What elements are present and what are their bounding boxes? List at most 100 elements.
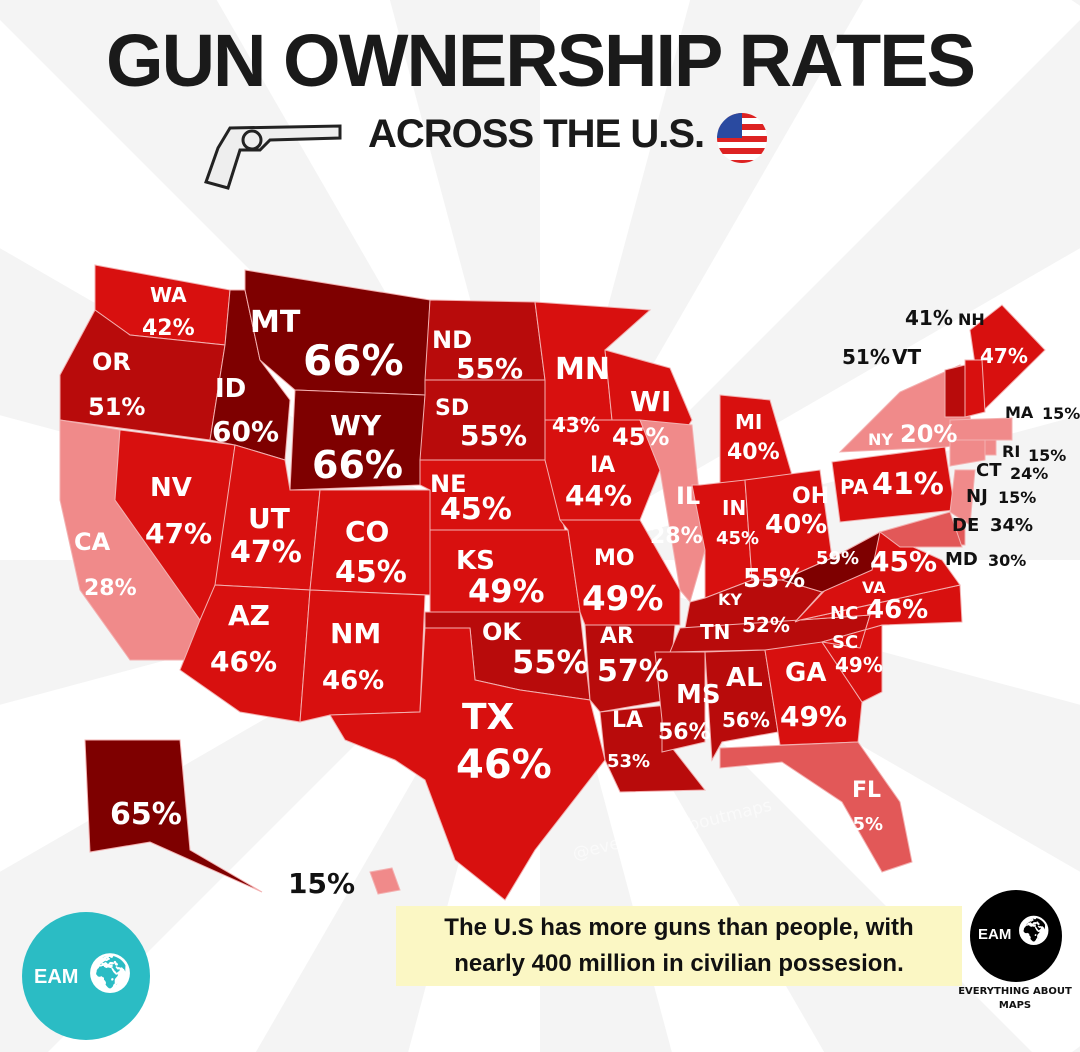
state-abbr: OK: [482, 618, 521, 646]
state-abbr: LA: [612, 708, 644, 733]
state-abbr: VA: [862, 578, 886, 597]
background-ray: [540, 0, 691, 560]
state-abbr: NE: [430, 470, 467, 498]
state-percentage: 47%: [145, 517, 213, 550]
state-percentage: 28%: [84, 576, 137, 601]
state-md: [878, 511, 963, 548]
state-abbr: ID: [215, 374, 247, 404]
state-abbr: KS: [456, 546, 495, 576]
state-abbr: NJ: [966, 486, 988, 507]
state-percentage: 34%: [990, 515, 1034, 536]
state-percentage: 15%: [1042, 404, 1080, 423]
eam-logo-text: EAM: [978, 926, 1012, 943]
state-percentage: 24%: [1010, 464, 1049, 483]
note-line-2: nearly 400 million in civilian possesion…: [454, 950, 904, 977]
state-abbr: VT: [892, 345, 922, 369]
state-abbr: TN: [700, 620, 731, 644]
state-percentage: 59%: [816, 548, 860, 569]
state-percentage: 15%: [998, 488, 1037, 507]
state-abbr: AZ: [228, 599, 270, 632]
state-percentage: 45%: [870, 545, 938, 578]
state-percentage: 66%: [303, 336, 404, 385]
state-abbr: MO: [594, 546, 635, 571]
state-percentage: 28%: [650, 524, 703, 549]
state-abbr: UT: [248, 502, 290, 535]
state-abbr: OH: [792, 484, 830, 509]
revolver-icon: [204, 124, 342, 190]
us-flag-icon: [717, 113, 767, 163]
info-note: The U.S has more guns than people, with …: [396, 906, 962, 986]
state-abbr: CA: [74, 528, 111, 556]
state-nj: [949, 469, 976, 526]
state-abbr: MI: [735, 410, 763, 434]
state-abbr: RI: [1002, 442, 1021, 461]
state-abbr: SD: [435, 396, 470, 421]
note-line-1: The U.S has more guns than people, with: [444, 914, 914, 941]
state-percentage: 49%: [582, 579, 664, 619]
state-percentage: 40%: [765, 510, 828, 540]
state-abbr: SC: [832, 632, 859, 653]
state-percentage: 46%: [322, 666, 385, 696]
state-abbr: AL: [726, 663, 763, 693]
state-abbr: NV: [150, 473, 192, 503]
state-fl: [719, 741, 913, 873]
state-wv: [780, 531, 881, 593]
state-percentage: 55%: [743, 564, 806, 594]
state-percentage: 15%: [1028, 446, 1067, 465]
brand-line-1: EVERYTHING ABOUT: [958, 986, 1072, 997]
state-nm: [299, 589, 426, 723]
state-abbr: NY: [868, 430, 893, 449]
state-abbr: MT: [250, 305, 301, 340]
state-percentage: 49%: [780, 700, 848, 733]
state-percentage: 47%: [230, 535, 302, 570]
state-abbr: WA: [150, 283, 187, 307]
state-percentage: 52%: [742, 613, 790, 637]
state-percentage: 45%: [440, 492, 512, 527]
state-nc: [799, 584, 963, 649]
page-subtitle: ACROSS THE U.S.: [368, 112, 705, 156]
state-percentage: 53%: [607, 751, 651, 772]
state-abbr: IL: [676, 482, 701, 510]
state-percentage: 44%: [565, 479, 633, 512]
state-ct: [949, 439, 986, 467]
state-percentage: 30%: [988, 551, 1027, 570]
state-abbr: MD: [945, 549, 978, 570]
state-abbr: IN: [722, 496, 747, 520]
state-al: [704, 649, 779, 762]
eam-logo-teal: EAM 🌍︎: [22, 912, 150, 1040]
state-percentage: 65%: [110, 797, 182, 832]
state-abbr: IA: [590, 453, 616, 478]
state-percentage: 35%: [840, 814, 884, 835]
state-percentage: 56%: [722, 708, 770, 732]
state-percentage: 66%: [312, 443, 403, 487]
state-vt: [944, 364, 966, 418]
state-ar: [584, 624, 676, 713]
state-percentage: 45%: [612, 423, 670, 451]
state-percentage: 45%: [716, 528, 760, 549]
state-abbr: DE: [952, 515, 980, 536]
state-abbr: MN: [555, 352, 610, 387]
state-abbr: GA: [785, 658, 827, 688]
state-abbr: FL: [852, 778, 882, 803]
state-abbr: AR: [600, 624, 634, 649]
state-ri: [984, 439, 997, 456]
state-percentage: 46%: [456, 742, 552, 788]
state-abbr: PA: [840, 475, 869, 499]
state-abbr: MA: [1005, 403, 1034, 422]
state-percentage: 41%: [905, 306, 953, 330]
state-percentage: 42%: [142, 316, 195, 341]
state-percentage: 57%: [597, 654, 669, 689]
state-hi: [369, 867, 401, 895]
state-ak: [84, 739, 263, 893]
state-percentage: 47%: [980, 344, 1028, 368]
state-percentage: 20%: [900, 420, 958, 448]
eam-logo-text: EAM: [34, 966, 79, 988]
state-abbr: NC: [830, 603, 859, 624]
state-abbr: MS: [676, 680, 721, 710]
state-percentage: 56%: [658, 720, 711, 745]
state-percentage: 41%: [872, 467, 944, 502]
state-ga: [764, 641, 863, 746]
state-percentage: 43%: [552, 413, 600, 437]
state-percentage: 60%: [212, 415, 280, 448]
